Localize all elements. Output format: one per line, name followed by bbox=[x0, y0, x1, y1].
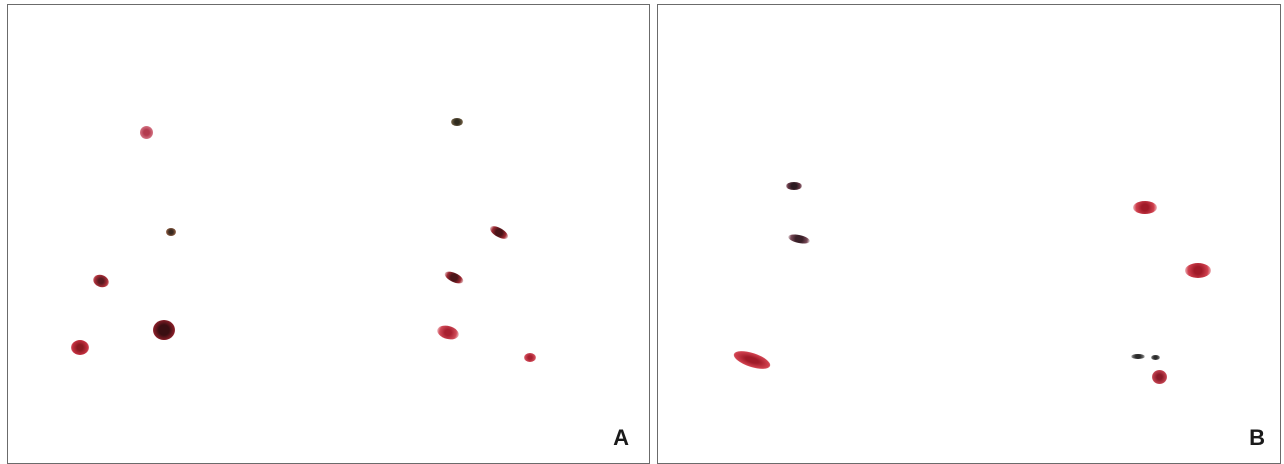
stain-spot bbox=[787, 232, 811, 246]
stain-spot bbox=[443, 269, 465, 286]
panel-label-a: A bbox=[613, 425, 629, 450]
stain-spot bbox=[731, 347, 773, 373]
stain-spot bbox=[786, 182, 802, 190]
image-panel-a: A bbox=[7, 4, 650, 464]
stain-spot bbox=[1133, 201, 1157, 214]
stain-spot bbox=[488, 223, 510, 242]
stain-spot bbox=[524, 353, 536, 362]
stain-spot bbox=[140, 126, 153, 139]
stain-spot bbox=[1131, 354, 1145, 359]
stain-spot bbox=[166, 228, 176, 236]
image-panel-b: B bbox=[657, 4, 1281, 464]
stain-spot bbox=[451, 118, 463, 126]
panel-label-b: B bbox=[1249, 425, 1265, 450]
stain-spot bbox=[153, 320, 175, 340]
stain-spot bbox=[435, 323, 461, 342]
stain-spot bbox=[91, 272, 111, 290]
stain-spot bbox=[1151, 355, 1160, 360]
stain-spot bbox=[71, 340, 89, 355]
stain-spot bbox=[1152, 370, 1167, 384]
stain-spot bbox=[1185, 263, 1211, 278]
